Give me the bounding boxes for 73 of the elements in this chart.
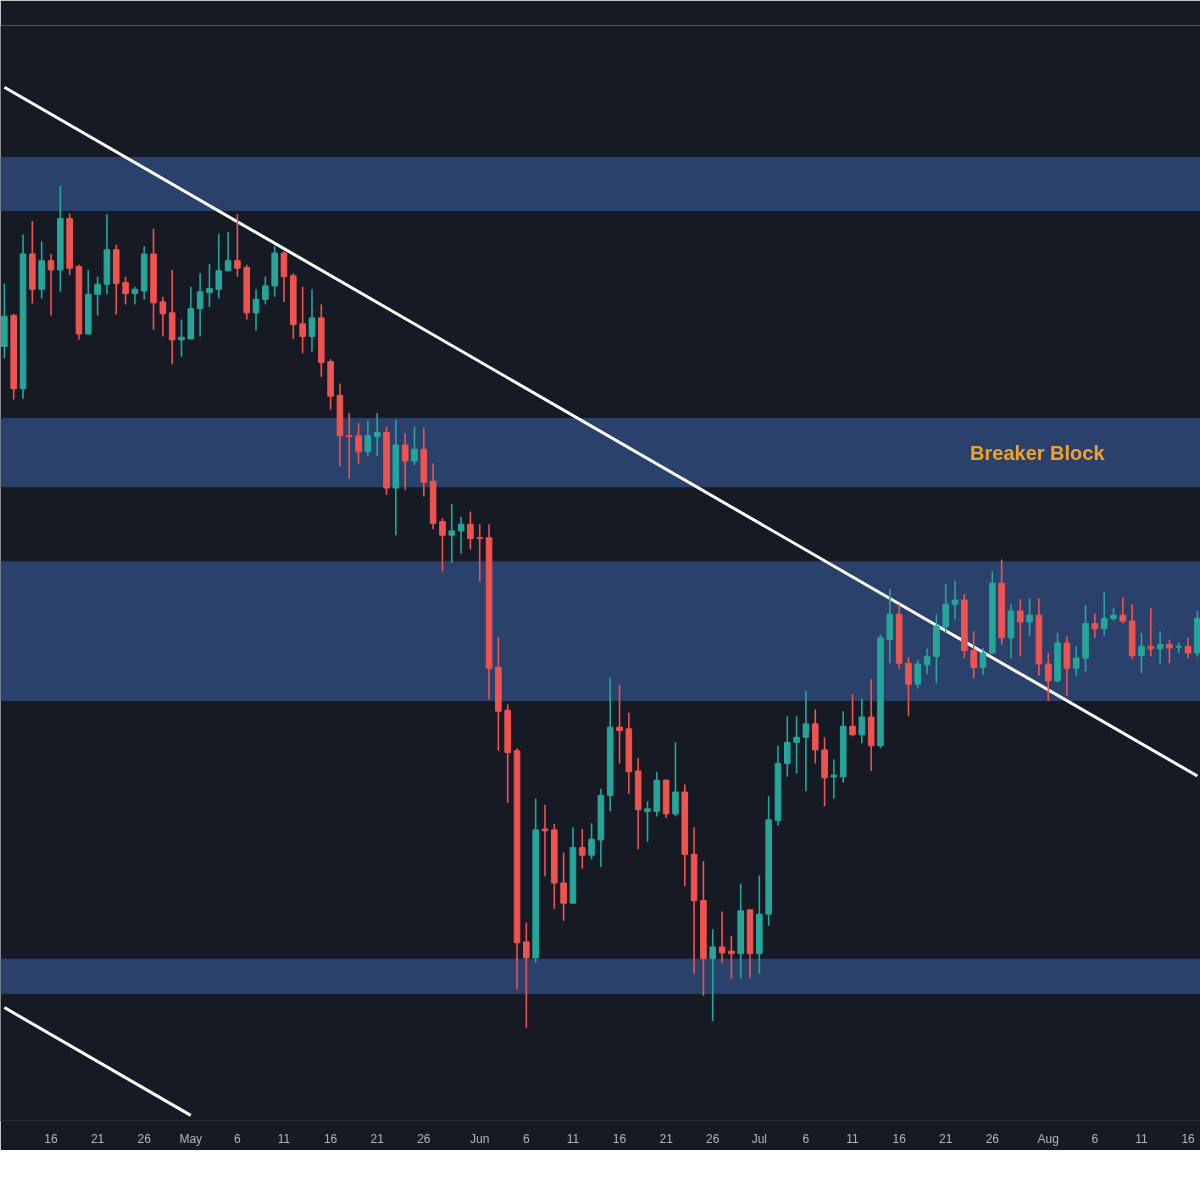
candlestick <box>383 425 390 496</box>
x-tick-label: 16 <box>1181 1131 1196 1146</box>
x-tick-label: 11 <box>566 1131 580 1146</box>
candlestick <box>122 275 129 306</box>
band-label: Breaker Block <box>970 441 1106 464</box>
x-tick-label: 6 <box>522 1131 530 1146</box>
x-tick-label: 11 <box>1135 1131 1149 1146</box>
candlestick <box>504 703 511 804</box>
candlestick <box>905 656 912 718</box>
candlestick <box>737 882 744 979</box>
candlestick <box>998 558 1005 646</box>
x-tick-label: 16 <box>612 1131 627 1146</box>
x-tick-label: 21 <box>370 1131 385 1146</box>
x-tick-label: 16 <box>44 1131 58 1146</box>
candlestick <box>411 425 418 467</box>
x-tick-label: 21 <box>659 1131 674 1146</box>
candlestick <box>1017 598 1024 658</box>
candlestick <box>355 422 362 465</box>
candlestick <box>560 851 567 922</box>
candlestick <box>1026 597 1033 638</box>
x-tick-label: May <box>179 1131 203 1146</box>
candlestick <box>29 220 36 305</box>
candlestick <box>476 523 484 583</box>
x-tick-label: 21 <box>939 1131 953 1146</box>
x-tick-label: Aug <box>1037 1131 1059 1146</box>
x-tick-label: Jun <box>470 1131 490 1146</box>
candlestick <box>94 275 101 317</box>
candlestick <box>290 272 297 340</box>
candlestick <box>1166 638 1173 664</box>
x-tick-label: 6 <box>802 1131 810 1146</box>
candlestick <box>495 636 502 752</box>
candlestick <box>700 860 707 997</box>
candlestick <box>439 517 446 573</box>
x-tick-label: 26 <box>137 1131 152 1146</box>
candlestick <box>38 240 45 300</box>
candlestick <box>644 800 651 843</box>
candlestick <box>765 795 772 927</box>
x-tick-label: 21 <box>90 1131 105 1146</box>
candlestick <box>327 358 334 411</box>
x-tick-label: 11 <box>277 1131 291 1146</box>
candlestick <box>1082 604 1089 673</box>
candlestick <box>206 263 213 308</box>
x-tick-label: 6 <box>1091 1131 1099 1146</box>
candlestick <box>793 715 800 775</box>
x-tick-label: 6 <box>234 1131 242 1146</box>
candlestick <box>877 633 884 750</box>
candlestick <box>467 510 474 551</box>
x-tick-label: 16 <box>892 1131 907 1146</box>
candlestick <box>961 593 968 659</box>
candlestick <box>66 212 73 276</box>
candlestick <box>588 822 595 861</box>
candlestick <box>756 874 763 975</box>
candlestick <box>933 613 940 685</box>
candlestick <box>57 184 64 293</box>
candlestick <box>1054 632 1061 684</box>
x-tick-label: 26 <box>706 1131 720 1146</box>
x-tick-label: Jul <box>751 1131 768 1146</box>
candlestick <box>234 213 241 278</box>
candlestick <box>532 797 539 964</box>
candlestick <box>271 245 278 298</box>
candlestick <box>150 227 157 331</box>
candlestick <box>1138 632 1145 675</box>
x-tick-label: 26 <box>985 1131 1000 1146</box>
candlestick <box>262 275 269 306</box>
x-tick-label: 16 <box>323 1131 338 1146</box>
x-tick-label: 26 <box>417 1131 431 1146</box>
candlestick <box>299 285 306 355</box>
candlestick <box>1 282 8 360</box>
candlestick <box>821 736 828 808</box>
candlestick <box>989 570 996 655</box>
candlestick <box>523 921 530 1029</box>
x-tick-label: 11 <box>846 1131 860 1146</box>
candlestick <box>672 741 679 818</box>
